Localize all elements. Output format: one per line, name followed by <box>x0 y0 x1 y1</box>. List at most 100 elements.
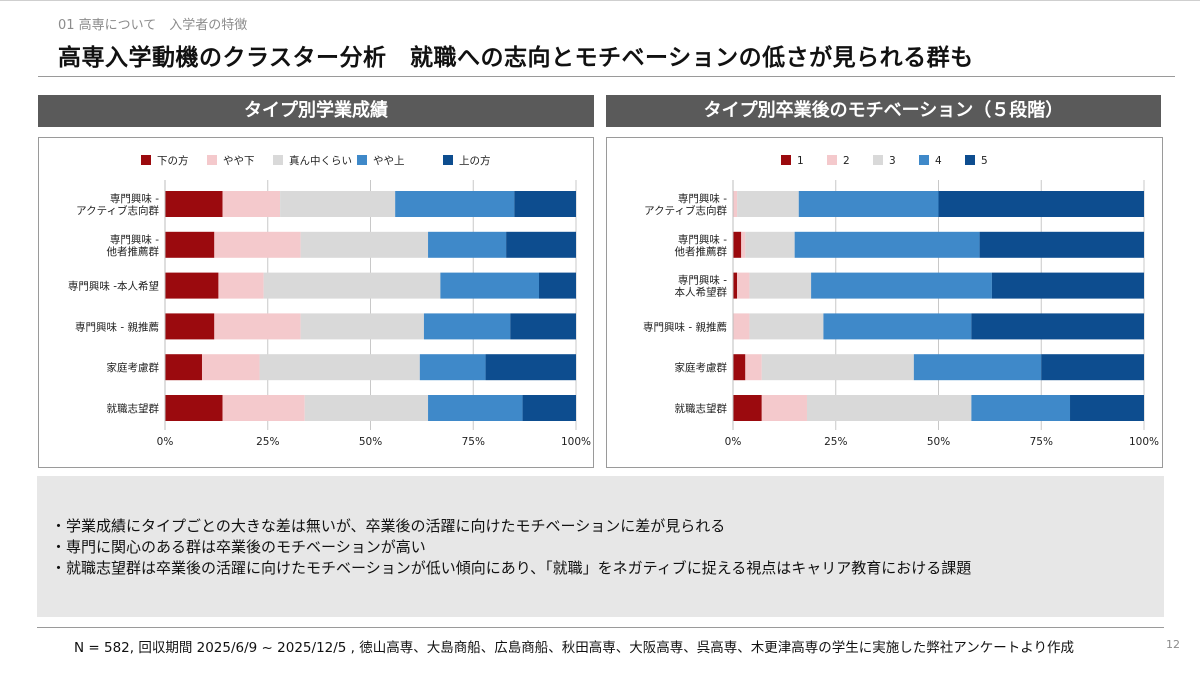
bar-segment <box>428 395 523 421</box>
page-number: 12 <box>1166 638 1180 651</box>
legend-label: 下の方 <box>157 154 189 167</box>
legend-swatch <box>273 155 283 165</box>
category-label: 他者推薦群 <box>675 245 728 258</box>
bar-segment <box>811 272 992 299</box>
x-tick-label: 75% <box>1030 436 1053 448</box>
bar-segment <box>733 395 762 421</box>
bar-segment <box>304 395 429 421</box>
bar-segment <box>741 231 746 258</box>
legend-swatch <box>443 155 453 165</box>
x-tick-label: 100% <box>561 436 591 448</box>
x-tick-label: 50% <box>359 436 382 448</box>
bar-segment <box>737 191 799 217</box>
bar-segment <box>938 191 1144 217</box>
bar-segment <box>440 272 540 299</box>
x-tick-label: 25% <box>256 436 279 448</box>
legend-label: 2 <box>843 155 850 167</box>
category-label: 専門興味 - <box>678 234 727 246</box>
bar-segment <box>300 231 429 258</box>
legend-label: 3 <box>889 155 896 167</box>
bar-segment <box>971 313 1144 340</box>
bar-segment <box>222 191 281 217</box>
legend-swatch <box>919 155 929 165</box>
category-label: 専門興味 - 親推薦 <box>75 320 159 333</box>
category-label: 家庭考慮群 <box>107 361 160 374</box>
legend-label: やや上 <box>373 155 405 167</box>
x-tick-label: 100% <box>1129 436 1159 448</box>
category-label: アクティブ志向群 <box>76 204 159 217</box>
bar-segment <box>745 231 795 258</box>
bar-segment <box>733 231 742 258</box>
legend-label: 5 <box>981 155 988 167</box>
summary-bullet: ・学業成績にタイプごとの大きな差は無いが、卒業後の活躍に向けたモチベーションに差… <box>51 517 726 535</box>
bar-segment <box>165 231 215 258</box>
left-chart-header: タイプ別学業成績 <box>38 95 594 127</box>
bar-segment <box>1070 395 1144 421</box>
bar-segment <box>806 395 972 421</box>
legend-swatch <box>141 155 151 165</box>
bar-segment <box>280 191 396 217</box>
category-label: 専門興味 - <box>678 193 727 205</box>
bar-segment <box>733 354 746 381</box>
summary-list: ・学業成績にタイプごとの大きな差は無いが、卒業後の活躍に向けたモチベーションに差… <box>51 516 971 579</box>
bar-segment <box>263 272 441 299</box>
left-chart-panel: 下の方 やや下 真ん中くらい やや上 上の方 0% 25% 50% 75% 100% 専門興味 -ア… <box>38 137 594 468</box>
category-label: 家庭考慮群 <box>675 361 728 374</box>
legend-swatch <box>781 155 791 165</box>
bar-segment <box>428 231 507 258</box>
bar-segment <box>259 354 420 381</box>
bar-segment <box>222 395 305 421</box>
bar-segment <box>971 395 1071 421</box>
bar-segment <box>201 354 260 381</box>
x-tick-label: 0% <box>157 436 174 448</box>
bar-segment <box>395 191 515 217</box>
legend-label: 1 <box>797 155 804 167</box>
summary-bullet: ・就職志望群は卒業後の活躍に向けたモチベーションが低い傾向にあり、「就職」をネガ… <box>51 559 972 577</box>
x-tick-label: 25% <box>824 436 847 448</box>
bar-segment <box>733 272 738 299</box>
bar-segment <box>733 313 750 340</box>
bar-segment <box>165 191 223 217</box>
right-chart-header: タイプ別卒業後のモチベーション（５段階） <box>606 95 1161 127</box>
bar-segment <box>218 272 264 299</box>
legend-swatch <box>873 155 883 165</box>
bar-segment <box>214 231 301 258</box>
legend-label: 上の方 <box>459 154 491 167</box>
title-divider <box>38 76 1175 77</box>
bar-segment <box>485 354 576 381</box>
category-label: 専門興味 - <box>110 193 159 205</box>
category-label: アクティブ志向群 <box>644 204 727 217</box>
x-tick-label: 75% <box>462 436 485 448</box>
category-label: 他者推薦群 <box>107 245 160 258</box>
bar-segment <box>913 354 1042 381</box>
bar-segment <box>539 272 576 299</box>
category-label: 専門興味 -本人希望 <box>68 280 159 293</box>
bar-segment <box>300 313 424 340</box>
x-tick-label: 0% <box>725 436 742 448</box>
bar-segment <box>794 231 980 258</box>
bar-segment <box>749 272 812 299</box>
category-label: 専門興味 - 親推薦 <box>643 320 727 333</box>
bar-segment <box>823 313 972 340</box>
bar-segment <box>506 231 576 258</box>
bar-segment <box>979 231 1144 258</box>
legend-label: やや下 <box>223 155 255 167</box>
bar-segment <box>165 272 219 299</box>
bar-segment <box>522 395 576 421</box>
bar-segment <box>514 191 576 217</box>
bar-segment <box>737 272 750 299</box>
bar-segment <box>991 272 1144 299</box>
legend-swatch <box>827 155 837 165</box>
bar-segment <box>1041 354 1144 381</box>
legend-swatch <box>965 155 975 165</box>
category-label: 本人希望群 <box>675 286 728 299</box>
bar-segment <box>214 313 301 340</box>
bar-segment <box>419 354 486 381</box>
top-rule <box>0 0 1200 1</box>
bar-segment <box>165 354 202 381</box>
category-label: 就職志望群 <box>675 402 728 415</box>
bar-segment <box>761 395 807 421</box>
footnote: N = 582, 回収期間 2025/6/9 ~ 2025/12/5 , 徳山高… <box>74 640 1074 656</box>
